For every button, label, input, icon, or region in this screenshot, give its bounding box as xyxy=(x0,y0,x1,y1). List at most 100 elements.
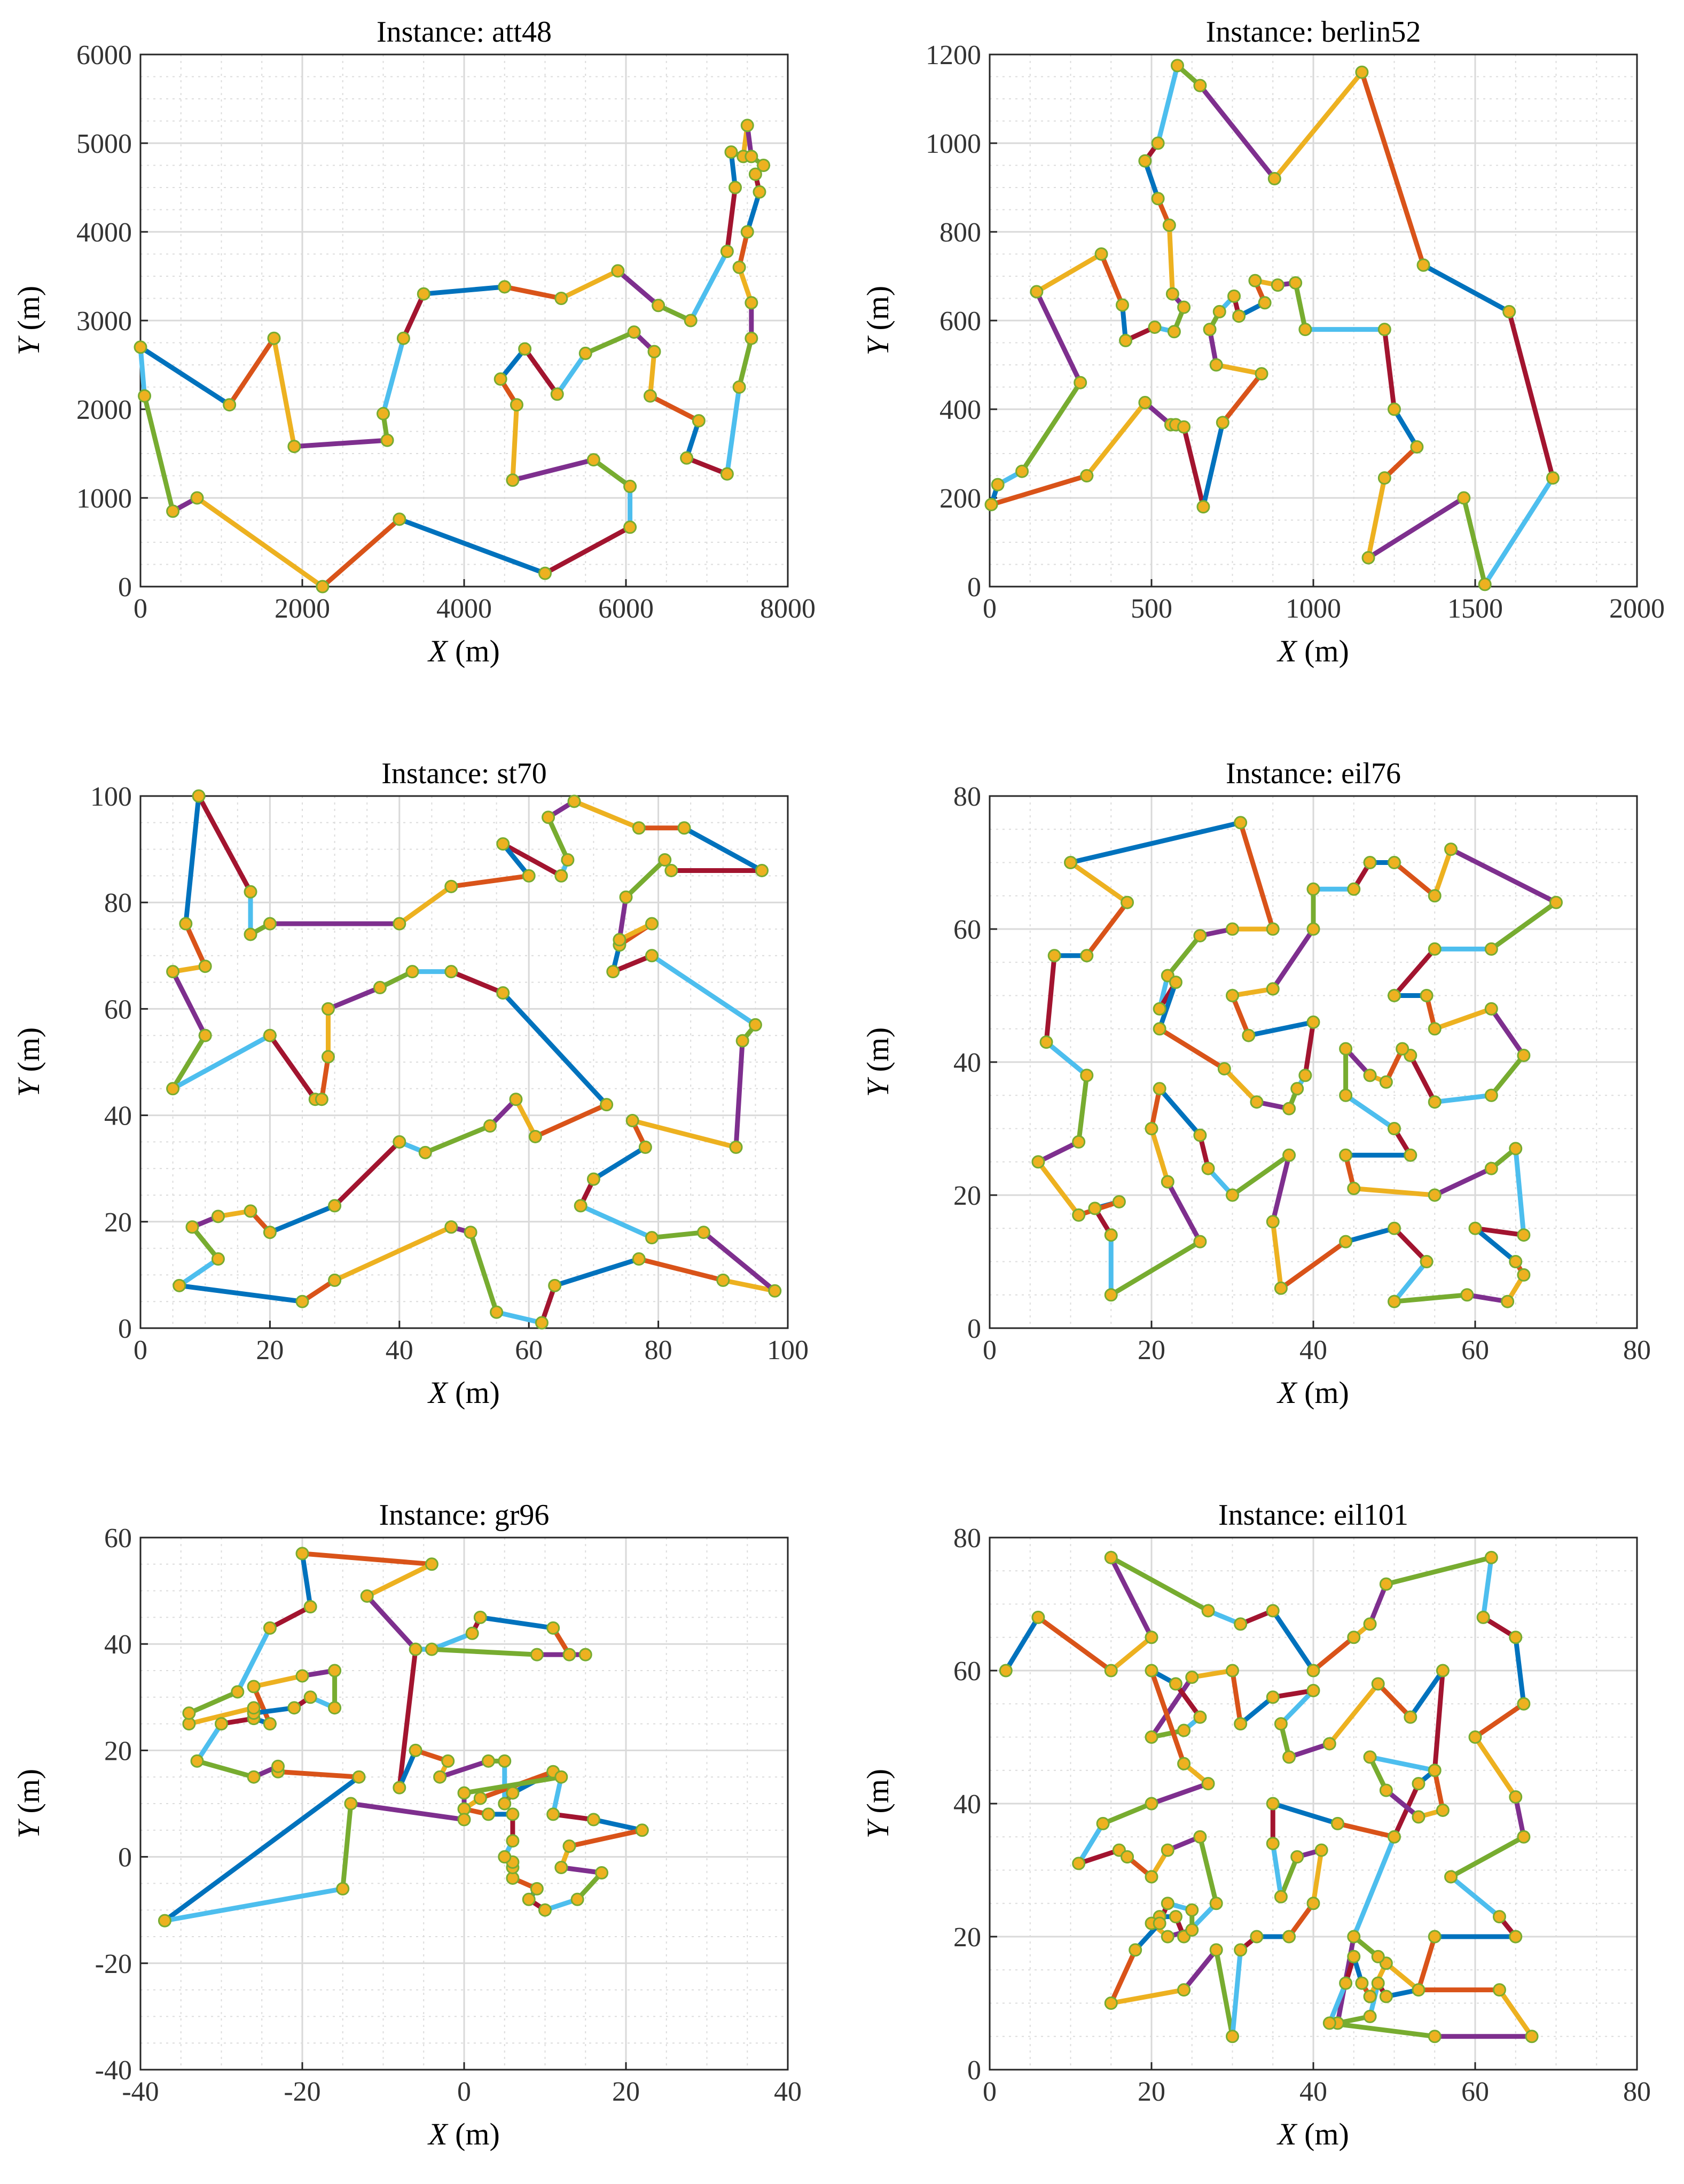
city-node xyxy=(1234,816,1248,830)
tour-segment xyxy=(1303,1019,1316,1078)
city-node xyxy=(1501,1294,1515,1308)
city-node xyxy=(1420,989,1434,1002)
tour-segment xyxy=(1230,1152,1292,1198)
city-node xyxy=(643,389,657,403)
chart-title: Instance: gr96 xyxy=(379,1499,550,1532)
city-node xyxy=(1177,300,1191,314)
tour-segment xyxy=(138,345,232,408)
city-node xyxy=(1074,376,1087,389)
y-tick-label: 600 xyxy=(939,306,981,337)
city-node xyxy=(554,292,568,305)
city-node xyxy=(1232,309,1246,323)
city-node xyxy=(1161,1897,1174,1910)
tour-segment xyxy=(1482,475,1555,587)
x-tick-label: 0 xyxy=(983,2077,997,2107)
tour-segment xyxy=(1392,1781,1421,1839)
city-node xyxy=(638,1140,652,1154)
tour-segment xyxy=(513,1097,538,1139)
city-node xyxy=(1271,278,1284,292)
tour-segment xyxy=(1367,1581,1389,1627)
tour-segment xyxy=(267,1033,318,1102)
tour-segment xyxy=(1165,933,1203,978)
city-node xyxy=(1355,1976,1369,1990)
city-node xyxy=(1412,1777,1425,1791)
panel-2: 0 500 1000 1500 2000 0 200 400 600 800 1000 1200 Ins… xyxy=(860,15,1665,668)
city-node xyxy=(1517,1830,1531,1844)
city-node xyxy=(1290,1850,1304,1864)
tour-segment xyxy=(1335,1821,1397,1839)
city-node xyxy=(745,331,758,345)
city-node xyxy=(732,380,746,394)
chart-title: Instance: st70 xyxy=(381,757,546,790)
tour-segment xyxy=(1068,860,1130,905)
city-node xyxy=(1282,1930,1296,1944)
city-node xyxy=(1290,1082,1304,1096)
city-node xyxy=(223,398,237,412)
city-node xyxy=(1138,396,1152,410)
city-node xyxy=(1428,1764,1442,1777)
y-axis-label: Y (m) xyxy=(11,286,46,356)
tour-segment xyxy=(1149,1781,1211,1806)
city-node xyxy=(1363,1068,1377,1082)
tour-segment xyxy=(1068,820,1243,865)
tour-segment xyxy=(1044,953,1057,1045)
city-node xyxy=(1153,1916,1166,1930)
tour-segment xyxy=(251,1705,297,1716)
x-tick-label: 8000 xyxy=(760,594,816,624)
tour-segment xyxy=(1472,1226,1526,1238)
city-node xyxy=(198,960,212,973)
y-tick-label: 40 xyxy=(104,1629,132,1660)
tour-segment xyxy=(1383,1555,1494,1587)
city-node xyxy=(1396,1042,1409,1056)
city-node xyxy=(328,1701,342,1715)
city-node xyxy=(1355,65,1369,79)
city-node xyxy=(1428,1930,1442,1944)
tour-segment xyxy=(688,249,730,323)
city-node xyxy=(1347,1949,1361,1963)
x-tick-label: 20 xyxy=(1138,1335,1165,1366)
city-node xyxy=(1517,1049,1531,1063)
x-axis-variable: X xyxy=(427,2117,449,2151)
city-node xyxy=(405,965,419,979)
city-node xyxy=(1153,1002,1166,1016)
tour-segment xyxy=(1155,63,1180,146)
tour-segment xyxy=(1432,847,1454,899)
tour-segment xyxy=(1367,1754,1437,1773)
city-node xyxy=(1226,2030,1239,2043)
tour-segment xyxy=(1036,1614,1114,1673)
city-node xyxy=(1161,1843,1174,1857)
y-axis-unit: (m) xyxy=(860,1769,895,1821)
x-tick-label: 0 xyxy=(983,594,997,624)
tour-segment xyxy=(1375,1681,1413,1720)
city-node xyxy=(1145,1870,1158,1884)
city-node xyxy=(1165,287,1179,301)
city-node xyxy=(1266,982,1280,996)
tour-segment xyxy=(1221,1066,1259,1105)
x-axis-label: X (m) xyxy=(1276,2117,1349,2151)
x-tick-label: 20 xyxy=(1138,2077,1165,2107)
city-node xyxy=(768,1284,782,1298)
city-node xyxy=(664,863,678,877)
tour-segment xyxy=(1108,1635,1154,1673)
city-node xyxy=(1226,922,1239,936)
tour-segment xyxy=(1448,1834,1526,1879)
tour-segment xyxy=(194,495,325,589)
tour-segment xyxy=(1149,1668,1187,1766)
tour-segment xyxy=(1149,1126,1170,1184)
city-node xyxy=(1169,976,1182,989)
city-node xyxy=(1047,949,1061,963)
city-node xyxy=(1104,1550,1118,1564)
tour-segment xyxy=(320,517,402,589)
city-node xyxy=(720,467,734,481)
tour-segment xyxy=(1166,223,1175,297)
tour-segment xyxy=(1392,946,1437,998)
city-node xyxy=(496,986,510,1000)
city-nodes xyxy=(166,789,782,1330)
y-tick-label: 1000 xyxy=(76,483,132,514)
city-node xyxy=(158,1914,171,1928)
tour-segment xyxy=(468,1230,499,1315)
city-node xyxy=(1298,1068,1312,1082)
city-node xyxy=(377,407,390,420)
y-tick-label: 400 xyxy=(939,395,981,425)
